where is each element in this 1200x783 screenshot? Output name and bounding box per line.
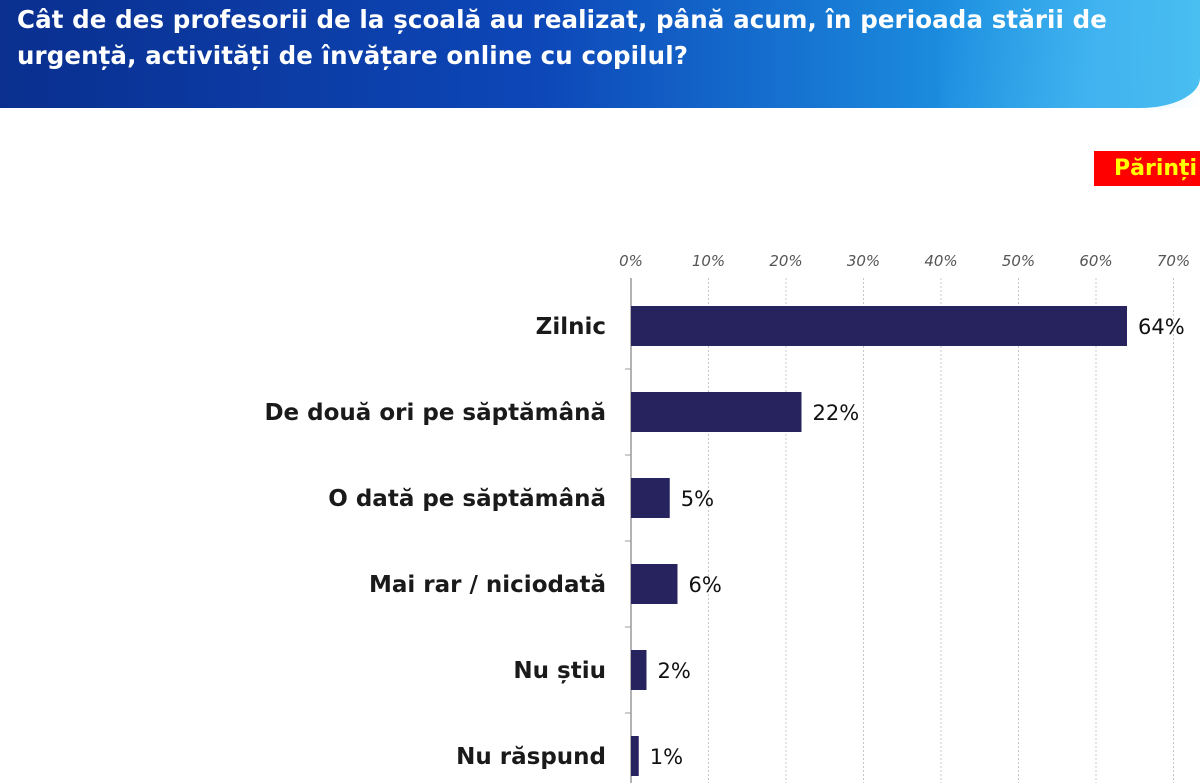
value-label: 6% <box>689 573 722 597</box>
x-tick-label: 50% <box>1002 252 1035 270</box>
x-tick-label: 20% <box>769 252 802 270</box>
bar <box>631 478 670 518</box>
chart-title: Cât de des profesorii de la școală au re… <box>17 5 1107 70</box>
x-tick-label: 70% <box>1157 252 1190 270</box>
x-tick-label: 0% <box>619 252 643 270</box>
category-label: O dată pe săptămână <box>328 486 606 512</box>
x-tick-label: 40% <box>924 252 957 270</box>
banner-swoosh <box>940 0 1200 108</box>
value-label: 64% <box>1138 315 1185 339</box>
respondent-badge: Părinți <box>1094 151 1200 186</box>
category-label: Zilnic <box>536 314 606 340</box>
bar <box>631 650 647 690</box>
value-label: 22% <box>813 401 860 425</box>
bar <box>631 306 1127 346</box>
grid-lines <box>625 278 1174 783</box>
category-label: Nu știu <box>513 658 606 684</box>
bar <box>631 392 802 432</box>
x-tick-label: 10% <box>692 252 725 270</box>
bars <box>631 306 1127 776</box>
bar <box>631 564 678 604</box>
x-tick-label: 60% <box>1079 252 1112 270</box>
x-tick-label: 30% <box>847 252 880 270</box>
category-labels: Zilnic De două ori pe săptămână O dată pe … <box>264 314 606 770</box>
value-label: 5% <box>681 487 714 511</box>
value-labels: 64% 22% 5% 6% 2% 1% <box>650 315 1185 769</box>
category-label: De două ori pe săptămână <box>264 400 606 426</box>
bar <box>631 736 639 776</box>
value-label: 2% <box>658 659 691 683</box>
category-label: Nu răspund <box>456 744 606 770</box>
category-label: Mai rar / niciodată <box>369 572 606 598</box>
x-tick-labels: 0% 10% 20% 30% 40% 50% 60% 70% <box>619 252 1190 270</box>
value-label: 1% <box>650 745 683 769</box>
title-banner: Cât de des profesorii de la școală au re… <box>0 0 1200 108</box>
